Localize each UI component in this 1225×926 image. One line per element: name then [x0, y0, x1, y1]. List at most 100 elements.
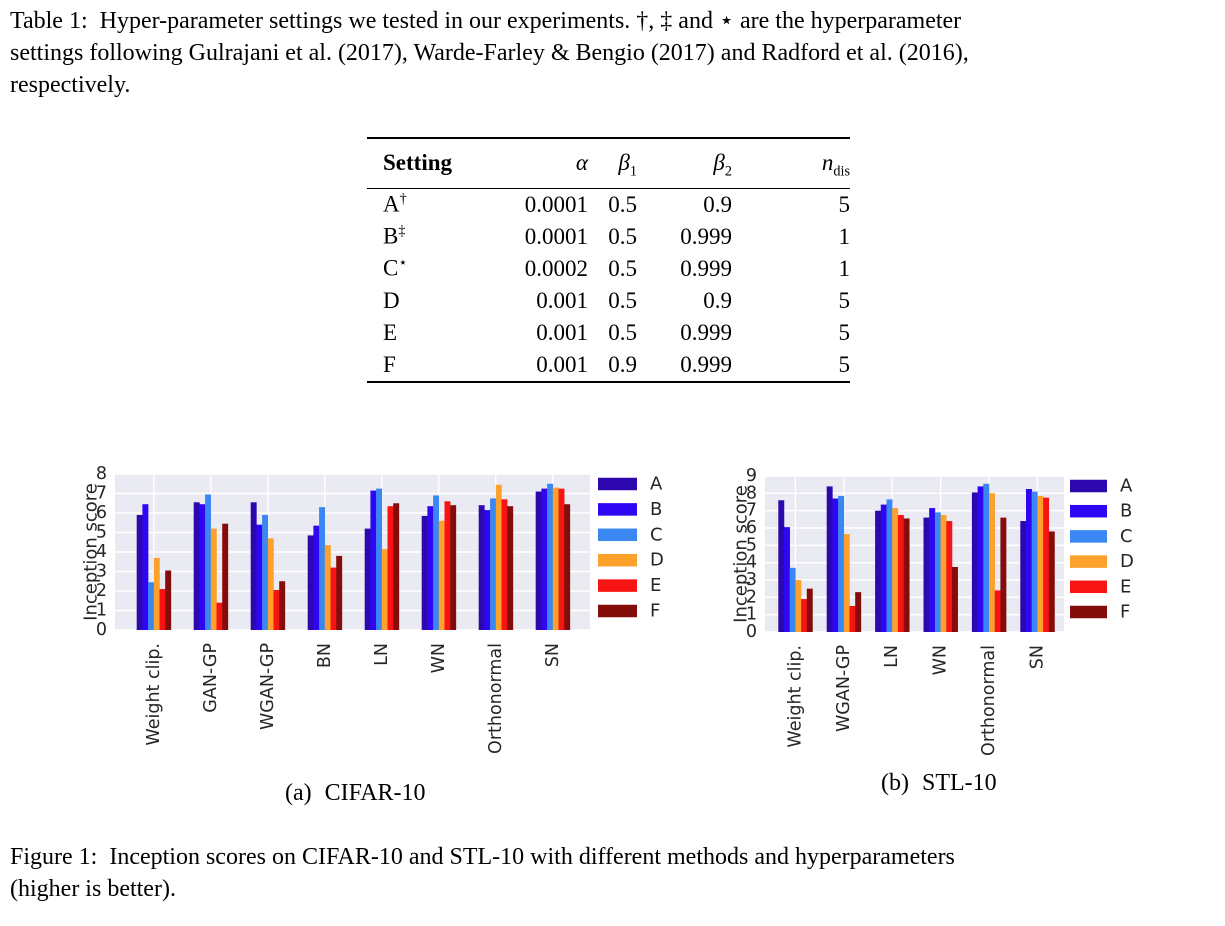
bar-C	[789, 567, 796, 632]
table-header-row: Setting α β1 β2 ndis	[367, 138, 850, 189]
bar-E	[897, 515, 904, 632]
setting-cell: C⋆	[383, 255, 408, 281]
bar-A	[193, 502, 200, 630]
bar-E	[501, 499, 508, 630]
bar-F	[393, 503, 400, 630]
bar-C	[490, 498, 497, 630]
table-column-header: β1	[618, 150, 637, 180]
category-label: SN	[1027, 645, 1047, 669]
bar-B	[256, 524, 263, 630]
legend-label-E: E	[650, 575, 661, 596]
bar-C	[886, 499, 893, 632]
y-tick-label: 8	[96, 464, 107, 484]
bar-C	[205, 494, 212, 630]
table-row: B‡ 0.0001 0.5 0.999 1	[367, 221, 850, 253]
y-tick-label: 7	[96, 484, 107, 504]
legend-swatch-A	[1070, 479, 1107, 493]
bar-A	[421, 515, 428, 630]
bar-B	[541, 488, 548, 630]
bar-A	[364, 528, 371, 630]
subcaption-b-label: (b)	[881, 770, 909, 796]
hyperparameter-table: Setting α β1 β2 ndis A† 0.0001 0.5 0.9 5 B‡ 0.0001…	[367, 137, 850, 383]
bar-E	[994, 590, 1001, 632]
value-cell: 0.0002	[524, 255, 588, 281]
y-tick-label: 2	[746, 587, 757, 607]
bar-F	[279, 581, 286, 630]
bar-F	[952, 567, 958, 632]
legend-label-A: A	[1120, 476, 1133, 497]
bar-C	[376, 488, 383, 630]
legend-swatch-F	[598, 604, 637, 618]
bar-A	[971, 492, 978, 632]
value-cell: 5	[838, 319, 851, 345]
category-label: Orthonormal	[486, 643, 506, 754]
value-cell: 1	[838, 255, 851, 281]
legend-label-B: B	[1120, 501, 1132, 522]
legend-label-C: C	[1120, 526, 1133, 547]
value-cell: 0.999	[680, 255, 732, 281]
subcaption-a-text: CIFAR-10	[324, 780, 426, 806]
category-label: WN	[429, 643, 449, 673]
y-tick-label: 5	[96, 523, 107, 543]
bar-B	[484, 510, 491, 630]
bar-D	[153, 557, 160, 630]
legend-swatch-B	[1070, 504, 1107, 518]
value-cell: 0.9	[608, 351, 637, 377]
y-tick-label: 3	[96, 562, 107, 582]
value-cell: 0.999	[680, 351, 732, 377]
table-row: D 0.001 0.5 0.9 5	[367, 285, 850, 317]
y-tick-label: 6	[746, 518, 757, 538]
value-cell: 0.5	[608, 191, 637, 217]
bar-C	[262, 514, 269, 630]
bar-E	[946, 521, 953, 632]
bar-B	[370, 490, 377, 630]
bar-C	[547, 483, 554, 630]
bar-B	[880, 504, 887, 632]
legend-label-D: D	[1120, 551, 1134, 572]
subcaption-a-label: (a)	[285, 780, 312, 806]
y-axis-label: Inception score	[731, 485, 752, 623]
bar-D	[267, 538, 274, 630]
table-row: F 0.001 0.9 0.999 5	[367, 349, 850, 382]
legend-swatch-A	[598, 477, 637, 491]
y-axis-label: Inception score	[81, 483, 102, 621]
value-cell: 5	[838, 351, 851, 377]
value-cell: 5	[838, 191, 851, 217]
category-label: Weight clip.	[785, 645, 805, 748]
bar-C	[983, 483, 990, 632]
bar-F	[1000, 517, 1007, 632]
category-label: Orthonormal	[979, 645, 999, 756]
category-label: WGAN-GP	[834, 645, 854, 732]
bar-E	[1043, 497, 1050, 632]
category-label: SN	[543, 643, 563, 667]
bar-E	[444, 501, 451, 630]
bar-C	[148, 582, 155, 630]
table-caption-line: Table 1: Hyper-parameter settings we tes…	[10, 8, 962, 34]
bar-F	[222, 523, 229, 630]
bar-E	[216, 602, 223, 630]
bar-A	[1020, 521, 1027, 632]
bar-D	[795, 580, 802, 632]
bar-E	[159, 589, 166, 630]
legend-swatch-F	[1070, 605, 1107, 619]
table-caption: Table 1: Hyper-parameter settings we tes…	[10, 5, 1222, 101]
bar-B	[832, 498, 839, 632]
bar-A	[478, 505, 485, 630]
category-label: WN	[931, 645, 951, 675]
table-row: C⋆ 0.0002 0.5 0.999 1	[367, 253, 850, 285]
bar-F	[336, 555, 343, 630]
legend-label-F: F	[1120, 602, 1130, 623]
legend-label-C: C	[650, 524, 663, 545]
figure-caption: Figure 1: Inception scores on CIFAR-10 a…	[10, 841, 1222, 905]
table-caption-line: respectively.	[10, 72, 131, 98]
y-tick-label: 6	[96, 503, 107, 523]
bar-F	[903, 518, 910, 632]
bar-B	[929, 508, 936, 632]
bar-E	[558, 488, 565, 630]
bar-E	[273, 590, 280, 630]
bar-D	[843, 534, 850, 632]
setting-cell: B‡	[383, 223, 406, 249]
subcaption-stl10: (b) STL-10	[881, 770, 997, 797]
